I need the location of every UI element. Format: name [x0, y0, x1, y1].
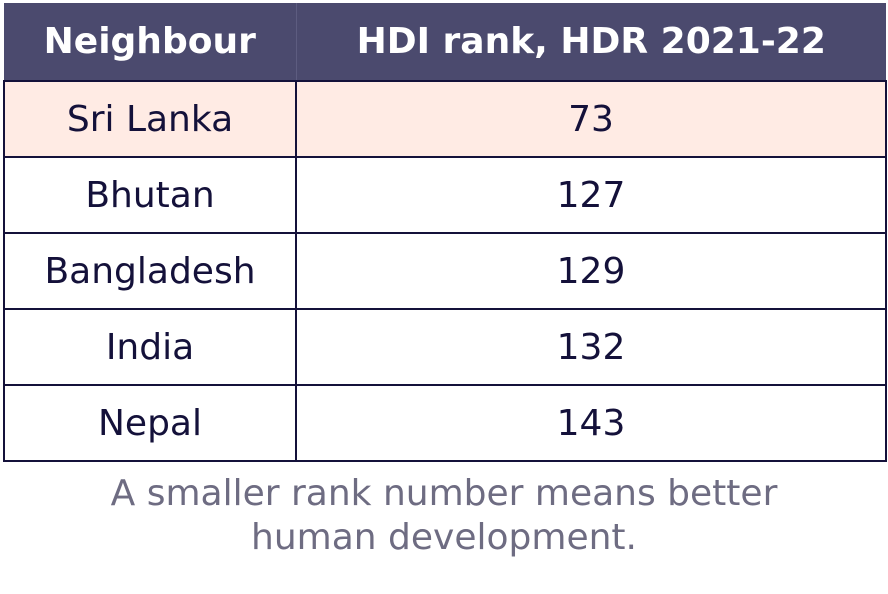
table-row: India 132: [3, 308, 887, 386]
table-row: Bangladesh 129: [3, 232, 887, 310]
column-header-hdi-rank: HDI rank, HDR 2021-22: [295, 3, 886, 81]
neighbour-cell: Bhutan: [3, 156, 297, 234]
hdi-rank-cell: 127: [295, 156, 887, 234]
table-row: Bhutan 127: [3, 156, 887, 234]
table-footnote: A smaller rank number means better human…: [0, 472, 888, 560]
hdi-rank-cell: 143: [295, 384, 887, 462]
neighbour-cell: Nepal: [3, 384, 297, 462]
hdi-rank-cell: 73: [295, 80, 887, 158]
neighbour-cell: Bangladesh: [3, 232, 297, 310]
hdi-rank-cell: 129: [295, 232, 887, 310]
hdi-rank-cell: 132: [295, 308, 887, 386]
table-row: Nepal 143: [3, 384, 887, 462]
footnote-line: A smaller rank number means better: [110, 473, 778, 514]
column-header-neighbour: Neighbour: [4, 3, 296, 81]
neighbour-cell: India: [3, 308, 297, 386]
neighbour-cell: Sri Lanka: [3, 80, 297, 158]
table-header-row: Neighbour HDI rank, HDR 2021-22: [4, 3, 886, 81]
hdi-rank-table: Neighbour HDI rank, HDR 2021-22 Sri Lank…: [3, 3, 887, 462]
hdi-rank-table-container: Neighbour HDI rank, HDR 2021-22 Sri Lank…: [3, 3, 887, 462]
footnote-line: human development.: [251, 517, 637, 558]
table-row: Sri Lanka 73: [3, 80, 887, 158]
